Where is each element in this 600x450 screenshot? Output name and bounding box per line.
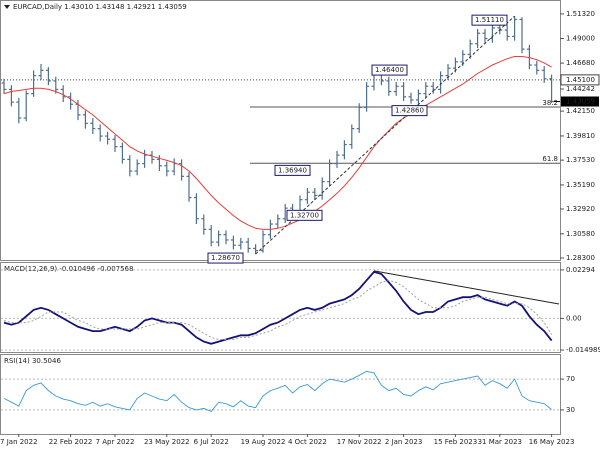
x-tick-label: 31 Mar 2023 <box>478 438 522 446</box>
y-tick-label: 1.51320 <box>566 10 595 18</box>
price-pane <box>0 0 561 261</box>
y-tick-label: 1.37530 <box>566 156 595 164</box>
x-tick-label: 4 Oct 2022 <box>288 438 327 446</box>
rsi-pane <box>0 354 561 435</box>
x-tick-label: 15 Feb 2023 <box>434 438 478 446</box>
y-tick-label: 30 <box>566 406 575 414</box>
rsi-title: RSI(14) 30.5046 <box>4 357 61 365</box>
trendline <box>255 15 515 255</box>
price-annotation-box <box>286 209 323 221</box>
last-price-box <box>561 96 599 107</box>
y-tick-label: 1.44242 <box>566 85 595 93</box>
y-tick-label: 70 <box>566 375 575 383</box>
x-tick-label: 16 May 2023 <box>529 438 575 446</box>
price-annotation: 1.42860 <box>395 107 424 115</box>
y-tick-label: 1.32920 <box>566 205 595 213</box>
price-annotation-box <box>471 14 508 26</box>
x-tick-label: 19 Aug 2022 <box>241 438 286 446</box>
y-tick-label: 1.35190 <box>566 181 595 189</box>
indicator-line <box>3 370 552 412</box>
chart-title: EURCAD,Daily 1.43010 1.43148 1.42921 1.4… <box>13 3 187 11</box>
fib-label: 61.8 <box>542 155 558 163</box>
price-annotation: 1.51110 <box>475 16 504 24</box>
macd-title: MACD(12,26,9) -0.010496 -0.007568 <box>4 265 133 273</box>
price-annotation-box <box>207 252 244 264</box>
last-price-label: 1.43059 <box>566 98 595 106</box>
y-tick-label: 0.00 <box>566 314 582 322</box>
price-annotation-box <box>371 64 408 76</box>
price-annotation-box <box>391 105 428 117</box>
y-tick-label: -0.014989 <box>566 346 600 354</box>
x-tick-label: 7 Jan 2022 <box>0 438 38 446</box>
y-tick-label: 1.42150 <box>566 107 595 115</box>
x-tick-label: 7 Apr 2022 <box>96 438 135 446</box>
indicator-line <box>3 279 553 340</box>
macd-pane <box>0 262 561 353</box>
x-tick-label: 17 Nov 2022 <box>337 438 382 446</box>
price-annotation-box <box>274 164 311 176</box>
x-tick-label: 2 Jan 2023 <box>385 438 423 446</box>
x-tick-label: 23 May 2022 <box>144 438 190 446</box>
x-tick-label: 6 Jul 2022 <box>194 438 229 446</box>
x-tick-label: 22 Feb 2022 <box>49 438 93 446</box>
indicator-trendline <box>373 270 560 305</box>
indicator-line <box>3 270 553 345</box>
price-annotation: 1.28670 <box>211 254 240 262</box>
price-annotation: 1.36940 <box>278 166 307 174</box>
fib-label: 38.2 <box>542 99 558 107</box>
price-annotation: 1.32700 <box>290 211 319 219</box>
y-tick-label: 1.30580 <box>566 230 595 238</box>
menu-arrow <box>4 5 10 9</box>
y-tick-label: 1.49000 <box>566 35 595 43</box>
y-tick-label: 1.46680 <box>566 59 595 67</box>
moving-average <box>3 56 552 230</box>
alert-label: 1.45100 <box>566 76 595 84</box>
y-tick-label: 0.02294 <box>566 266 595 274</box>
y-tick-label: 1.39810 <box>566 132 595 140</box>
y-tick-label: 1.28300 <box>566 254 595 262</box>
alert-label-box <box>560 74 600 86</box>
price-annotation: 1.46400 <box>375 66 404 74</box>
